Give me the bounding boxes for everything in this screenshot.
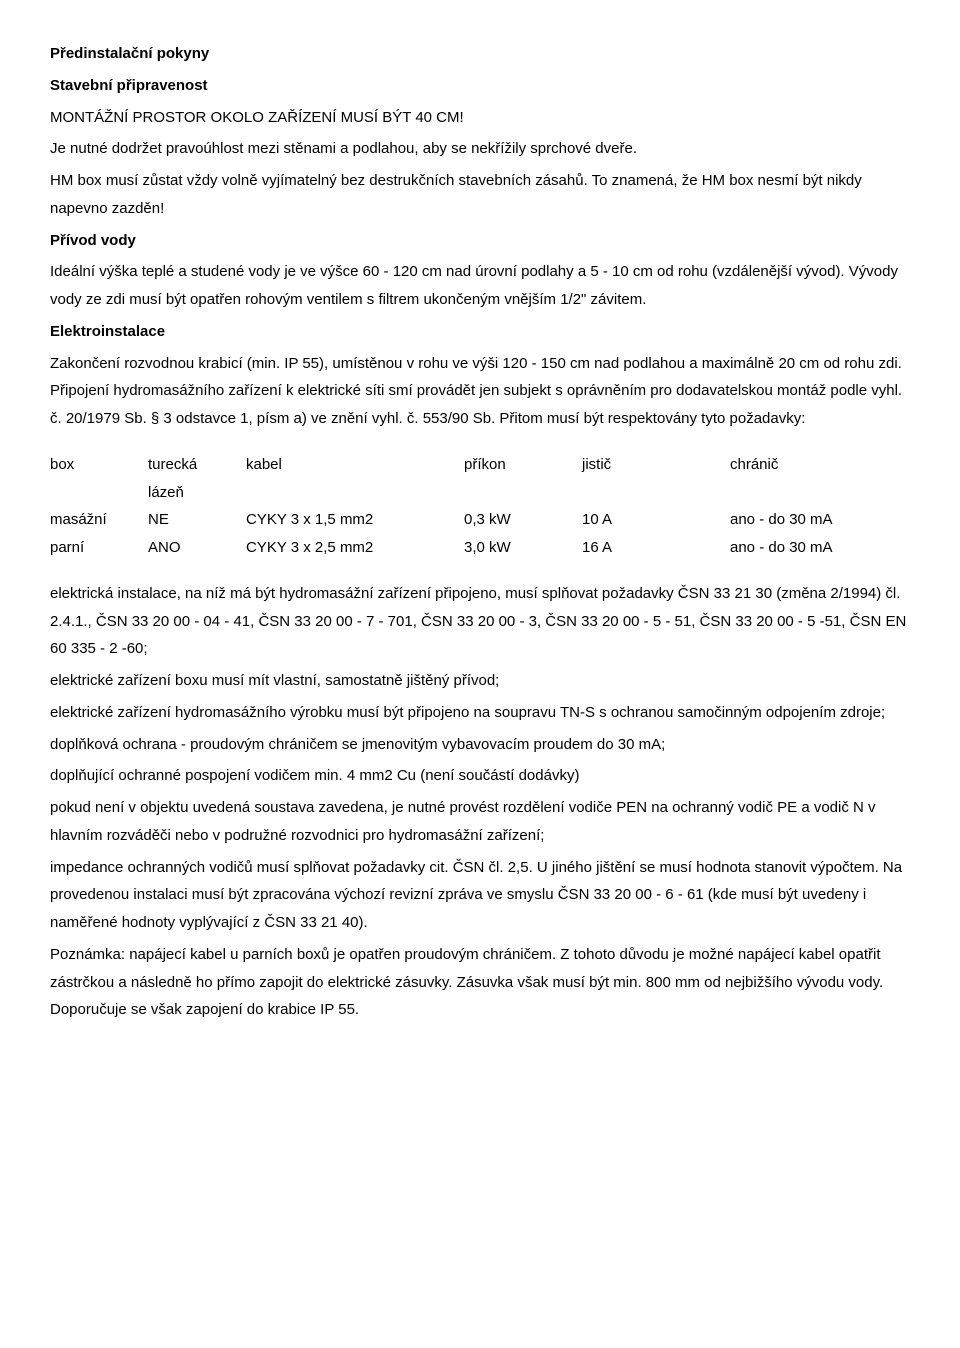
cell-chranic: ano - do 30 mA — [730, 534, 910, 562]
para-2: HM box musí zůstat vždy volně vyjímateln… — [50, 167, 910, 223]
cell-kabel: CYKY 3 x 2,5 mm2 — [246, 534, 464, 562]
after-3: elektrické zařízení hydromasážního výrob… — [50, 699, 910, 727]
cell-prikon: 0,3 kW — [464, 506, 582, 534]
th-lazen: lázeň — [148, 479, 246, 507]
cell-box: parní — [50, 534, 148, 562]
cell-chranic: ano - do 30 mA — [730, 506, 910, 534]
after-4: doplňková ochrana - proudovým chráničem … — [50, 731, 910, 759]
cell-turecka: NE — [148, 506, 246, 534]
cell-prikon: 3,0 kW — [464, 534, 582, 562]
th-box: box — [50, 451, 148, 479]
table-subheader-row: lázeň — [50, 479, 910, 507]
table-row: masážní NE CYKY 3 x 1,5 mm2 0,3 kW 10 A … — [50, 506, 910, 534]
after-8: Poznámka: napájecí kabel u parních boxů … — [50, 941, 910, 1024]
heading-elektro: Elektroinstalace — [50, 318, 910, 346]
table-header-row: box turecká kabel příkon jistič chránič — [50, 451, 910, 479]
after-5: doplňující ochranné pospojení vodičem mi… — [50, 762, 910, 790]
para-3: Ideální výška teplé a studené vody je ve… — [50, 258, 910, 314]
after-1: elektrická instalace, na níž má být hydr… — [50, 580, 910, 663]
th-kabel: kabel — [246, 451, 464, 479]
th-chranic: chránič — [730, 451, 910, 479]
heading-warning: MONTÁŽNÍ PROSTOR OKOLO ZAŘÍZENÍ MUSÍ BÝT… — [50, 104, 910, 132]
specs-table: box turecká kabel příkon jistič chránič … — [50, 451, 910, 562]
th-jistic: jistič — [582, 451, 730, 479]
heading-privod: Přívod vody — [50, 227, 910, 255]
cell-jistic: 16 A — [582, 534, 730, 562]
para-4: Zakončení rozvodnou krabicí (min. IP 55)… — [50, 350, 910, 433]
cell-kabel: CYKY 3 x 1,5 mm2 — [246, 506, 464, 534]
after-2: elektrické zařízení boxu musí mít vlastn… — [50, 667, 910, 695]
th-turecka: turecká — [148, 451, 246, 479]
cell-jistic: 10 A — [582, 506, 730, 534]
after-7: impedance ochranných vodičů musí splňova… — [50, 854, 910, 937]
th-prikon: příkon — [464, 451, 582, 479]
cell-box: masážní — [50, 506, 148, 534]
para-1: Je nutné dodržet pravoúhlost mezi stěnam… — [50, 135, 910, 163]
table-row: parní ANO CYKY 3 x 2,5 mm2 3,0 kW 16 A a… — [50, 534, 910, 562]
heading-subtitle: Stavební připravenost — [50, 72, 910, 100]
heading-title: Předinstalační pokyny — [50, 40, 910, 68]
after-6: pokud není v objektu uvedená soustava za… — [50, 794, 910, 850]
cell-turecka: ANO — [148, 534, 246, 562]
